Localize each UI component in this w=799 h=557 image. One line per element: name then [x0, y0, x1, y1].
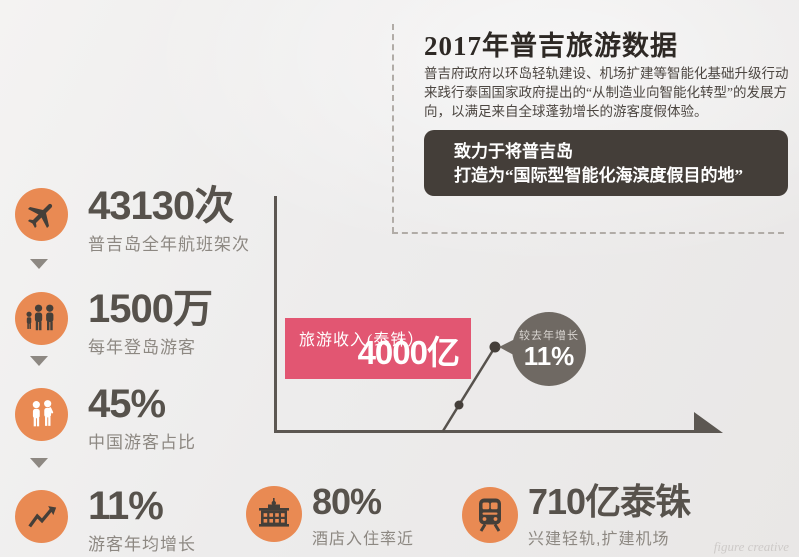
watermark: figure creative: [713, 539, 789, 554]
line-dot: [454, 400, 464, 410]
stat-visitors-text: 1500万 每年登岛游客: [88, 287, 213, 358]
x-axis-arrow-icon: [694, 412, 723, 433]
stat-rail-text: 710亿泰铢 兴建轻轨,扩建机场: [528, 481, 691, 549]
revenue-title: 旅游收入(泰铢）: [299, 332, 425, 349]
tourists-icon: [32, 399, 53, 426]
chevron-down-icon: [30, 356, 48, 366]
stat-value: 43130次: [88, 184, 234, 228]
family-icon: [25, 304, 53, 330]
stat-flights: [15, 188, 68, 241]
stat-label: 中国游客占比: [88, 433, 196, 452]
hotel-icon: [259, 498, 289, 527]
stat-hotel: [246, 486, 302, 542]
revenue-value: 4000亿: [357, 334, 460, 371]
stat-chinese-share: [15, 388, 68, 441]
stat-value: 45%: [88, 382, 166, 426]
stat-value: 710亿泰铢: [528, 481, 691, 522]
intro-paragraph: 普吉府政府以环岛轻轨建设、机场扩建等智能化基础升级行动来践行泰国国家政府提出的“…: [424, 66, 789, 119]
dashed-divider-horizontal: [392, 232, 784, 234]
train-icon: [479, 498, 501, 532]
bubble-caption: 较去年增长: [519, 330, 579, 343]
stat-visitors: [15, 292, 68, 345]
chart-x-axis: [274, 430, 698, 433]
growth-icon: [27, 505, 56, 527]
stat-chinese-share-text: 45% 中国游客占比: [88, 384, 196, 453]
highlight-banner: 致力于将普吉岛 打造为“国际型智能化海滨度假目的地”: [424, 130, 788, 196]
stat-label: 酒店入住率近: [312, 531, 415, 548]
stat-label: 每年登岛游客: [88, 338, 196, 357]
chevron-down-icon: [30, 259, 48, 269]
stat-label: 游客年均增长: [88, 535, 196, 554]
stat-label: 普吉岛全年航班架次: [88, 235, 250, 254]
stat-value: 80%: [312, 481, 382, 522]
stat-growth-text: 11% 游客年均增长: [88, 486, 196, 555]
airplane-icon: [27, 203, 52, 228]
highlight-line1: 致力于将普吉岛: [454, 142, 573, 161]
chart-y-axis: [274, 196, 277, 433]
stat-label: 兴建轻轨,扩建机场: [528, 531, 670, 548]
highlight-line2: 打造为“国际型智能化海滨度假目的地”: [454, 166, 743, 185]
stat-growth: [15, 490, 68, 543]
growth-annotation-bubble: 较去年增长 11%: [512, 312, 586, 386]
revenue-callout: 旅游收入(泰铢） 4000亿: [285, 318, 471, 379]
line-dot: [489, 341, 501, 353]
stat-hotel-text: 80% 酒店入住率近: [312, 484, 414, 549]
stat-rail: [462, 487, 518, 543]
stat-value: 1500万: [88, 287, 213, 331]
stat-flights-text: 43130次 普吉岛全年航班架次: [88, 186, 250, 255]
stat-value: 11%: [88, 484, 164, 528]
page-title: 2017年普吉旅游数据: [424, 31, 678, 61]
bubble-value: 11%: [523, 341, 575, 372]
dashed-divider-vertical: [392, 24, 394, 233]
chevron-down-icon: [30, 458, 48, 468]
